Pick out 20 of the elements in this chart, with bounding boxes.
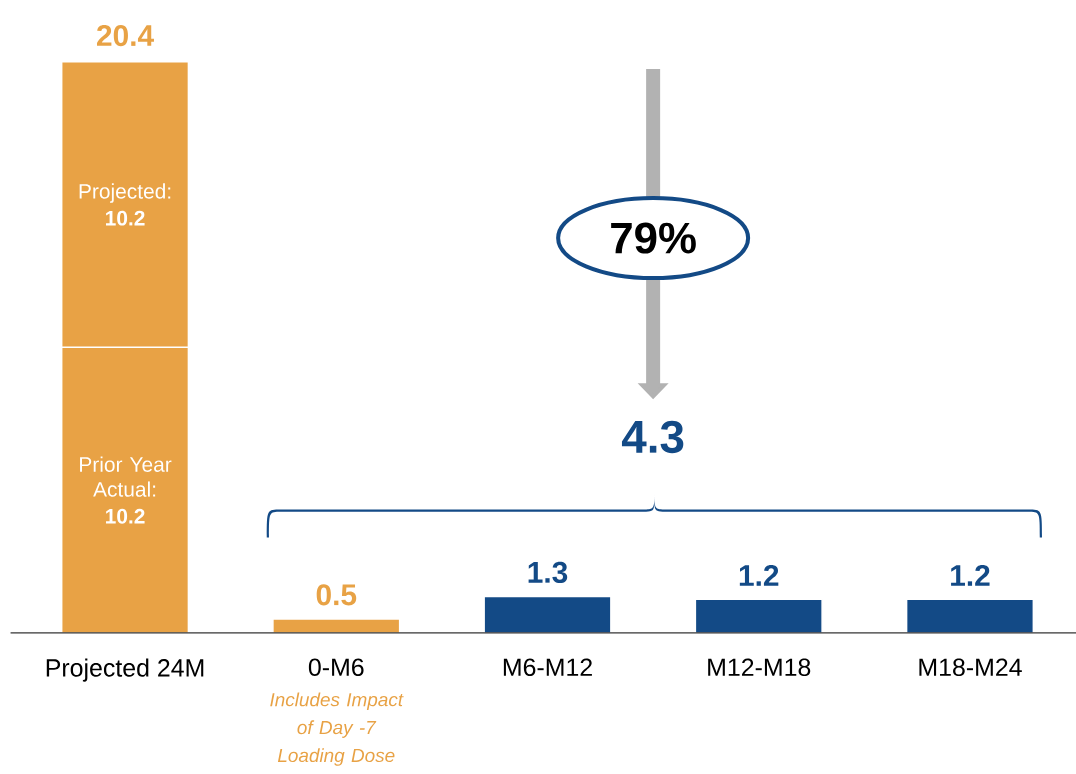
data-label: 1.2 (951, 564, 990, 586)
x-tick-label: Projected 24M (46, 658, 204, 682)
x-tick-label: M12-M18 (708, 658, 811, 677)
series-label: Projected: (79, 183, 171, 203)
bar (694, 598, 823, 634)
total-label: 20.4 (96, 24, 154, 47)
data-label: 1.3 (528, 561, 568, 583)
bar (483, 595, 612, 634)
data-label: 10.2 (106, 508, 145, 524)
annotation: 79% (611, 222, 696, 254)
data-label: 0.5 (316, 584, 357, 606)
annotation: 4.3 (621, 420, 684, 454)
text: Includes Impact of Day -7 Loading Dose (270, 692, 404, 766)
x-tick-label: 0-M6 (308, 658, 364, 677)
bar (905, 598, 1035, 634)
series-label: Prior Year Actual: (80, 456, 172, 497)
data-label: 10.2 (106, 210, 145, 226)
data-label: 1.2 (739, 564, 779, 586)
x-tick-label: M6-M12 (503, 658, 592, 677)
x-tick-label: M18-M24 (919, 658, 1022, 677)
